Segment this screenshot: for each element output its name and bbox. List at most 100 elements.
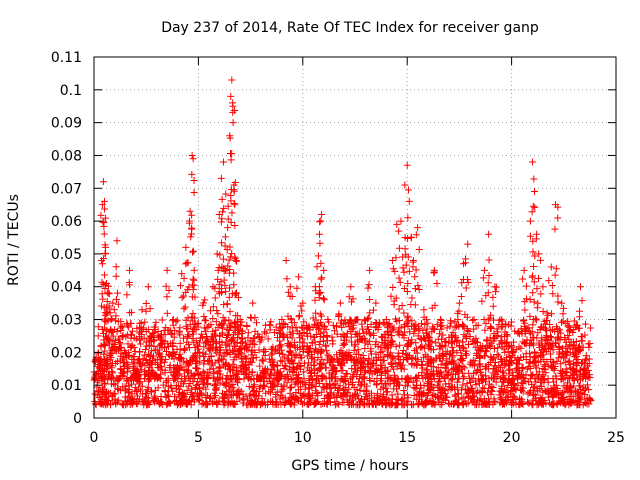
spike-point (208, 335, 216, 343)
noise-point (150, 329, 158, 337)
noise-point (573, 388, 581, 396)
noise-point (252, 400, 260, 408)
noise-point (535, 399, 543, 407)
spike-point (162, 282, 170, 290)
spike-point (322, 341, 330, 349)
data-point (547, 263, 555, 271)
spike-point (217, 278, 225, 286)
noise-point (230, 399, 238, 407)
spike-point (112, 312, 120, 320)
spike-point (572, 360, 580, 368)
noise-point (305, 389, 313, 397)
spike-point (101, 375, 109, 383)
noise-point (311, 365, 319, 373)
spike-point (404, 186, 412, 194)
spike-point (276, 337, 284, 345)
spike-point (314, 319, 322, 327)
spike-point (478, 297, 486, 305)
spike-point (371, 368, 379, 376)
spike-point (318, 321, 326, 329)
spike-point (184, 362, 192, 370)
noise-point (535, 373, 543, 381)
noise-point (119, 401, 127, 409)
spike-point (493, 325, 501, 333)
spike-point (189, 248, 197, 256)
spike-point (224, 340, 232, 348)
noise-point (144, 394, 152, 402)
noise-point (135, 356, 143, 364)
spike-point (519, 364, 527, 372)
noise-point (525, 399, 533, 407)
spike-point (206, 307, 214, 315)
noise-point (252, 392, 260, 400)
spike-point (323, 331, 331, 339)
noise-point (569, 382, 577, 390)
data-point (99, 178, 107, 186)
noise-point (382, 385, 390, 393)
spike-point (111, 325, 119, 333)
noise-point (586, 340, 594, 348)
spike-point (398, 302, 406, 310)
spike-point (522, 325, 530, 333)
spike-point (378, 348, 386, 356)
spike-point (542, 369, 550, 377)
spike-point (225, 293, 233, 301)
data-point (282, 256, 290, 264)
data-point (157, 332, 165, 340)
spike-point (554, 298, 562, 306)
data-point (249, 299, 257, 307)
data-point (551, 201, 559, 209)
data-point (103, 279, 111, 287)
noise-point (567, 398, 575, 406)
noise-point (251, 341, 259, 349)
spike-point (530, 298, 538, 306)
noise-point (316, 380, 324, 388)
spike-point (219, 314, 227, 322)
spike-point (189, 286, 197, 294)
spike-point (513, 373, 521, 381)
spike-point (529, 248, 537, 256)
noise-point (349, 378, 357, 386)
noise-point (195, 391, 203, 399)
noise-point (287, 383, 295, 391)
noise-point (299, 400, 307, 408)
noise-point (312, 398, 320, 406)
spike-point (526, 312, 534, 320)
noise-point (463, 380, 471, 388)
noise-point (529, 371, 537, 379)
spike-point (136, 336, 144, 344)
noise-point (494, 344, 502, 352)
spike-point (496, 363, 504, 371)
spike-point (140, 368, 148, 376)
noise-point (143, 386, 151, 394)
noise-point (349, 400, 357, 408)
noise-point (329, 321, 337, 329)
spike-point (311, 296, 319, 304)
spike-point (457, 351, 465, 359)
noise-point (327, 398, 335, 406)
noise-point (133, 388, 141, 396)
spike-point (157, 370, 165, 378)
spike-point (403, 288, 411, 296)
noise-point (308, 376, 316, 384)
spike-point (421, 321, 429, 329)
noise-point (437, 392, 445, 400)
spike-point (381, 336, 389, 344)
spike-point (123, 365, 131, 373)
spike-point (194, 369, 202, 377)
spike-point (556, 336, 564, 344)
spike-point (406, 328, 414, 336)
spike-point (317, 259, 325, 267)
spike-point (224, 215, 232, 223)
noise-point (490, 397, 498, 405)
spike-point (224, 202, 232, 210)
spike-point (436, 368, 444, 376)
spike-point (203, 337, 211, 345)
axis-ticks: 0 0.01 0.02 0.03 0.04 0.05 0.06 0.07 0.08 0.09 0.1… (51, 50, 625, 446)
spike-point (400, 309, 408, 317)
spike-point (415, 285, 423, 293)
noise-point (492, 378, 500, 386)
spike-point (203, 324, 211, 332)
noise-point (451, 391, 459, 399)
spike-point (310, 333, 318, 341)
